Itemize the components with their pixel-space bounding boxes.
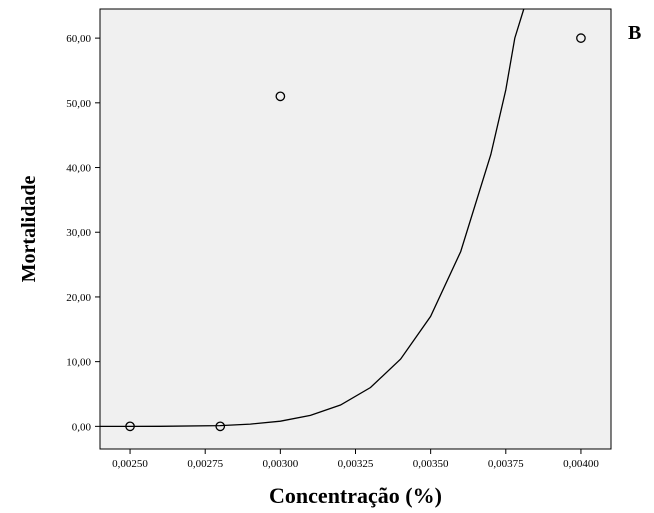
x-axis-title: Concentração (%) (269, 483, 442, 508)
y-tick-label: 50,00 (66, 98, 91, 110)
fit-curve (99, 8, 525, 428)
x-axis-ticks: 0,00250 0,00275 0,00300 0,00325 0,00350 0,003… (112, 449, 599, 470)
x-tick-label: 0,00250 (112, 458, 148, 470)
data-points (125, 33, 586, 432)
x-tick-label: 0,00275 (187, 458, 223, 470)
y-tick-label: 40,00 (66, 163, 91, 175)
x-tick-label: 0,00325 (338, 458, 374, 470)
x-tick-label: 0,00375 (488, 458, 524, 470)
y-tick-label: 0,00 (72, 421, 92, 433)
y-tick-label: 20,00 (66, 292, 91, 304)
y-axis-ticks: 0,00 10,00 20,00 30,00 40,00 50,00 60,00 (66, 33, 100, 433)
data-point-0 (125, 421, 135, 432)
data-point-1 (215, 421, 226, 432)
x-tick-label: 0,00300 (262, 458, 298, 470)
y-tick-label: 10,00 (66, 357, 91, 369)
y-tick-label: 30,00 (66, 227, 91, 239)
panel-label: B (628, 22, 641, 44)
x-tick-label: 0,00400 (563, 458, 599, 470)
data-point-2 (275, 91, 286, 102)
x-tick-label: 0,00350 (413, 458, 449, 470)
y-axis-title: Mortalidade (18, 176, 40, 283)
plot-area (99, 8, 612, 450)
data-point-3 (576, 33, 586, 43)
y-tick-label: 60,00 (66, 33, 91, 45)
